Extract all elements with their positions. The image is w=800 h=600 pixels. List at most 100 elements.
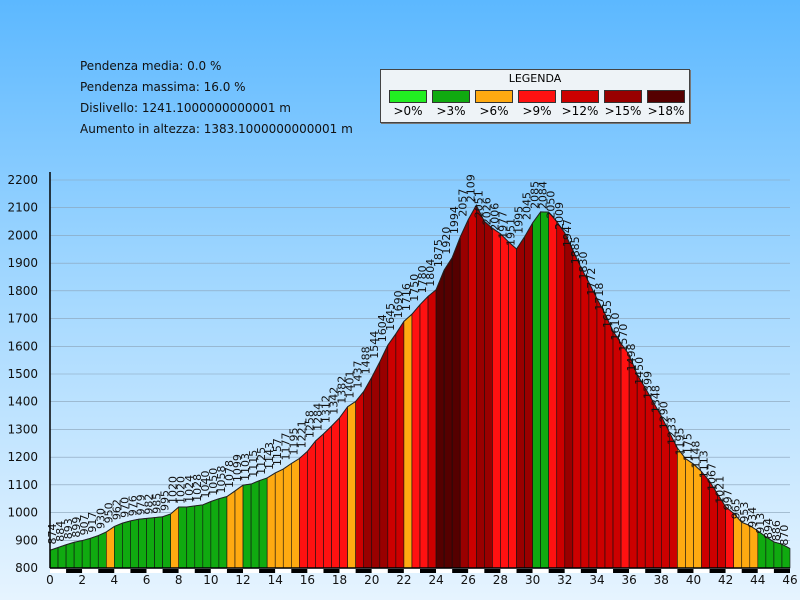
elevation-label-41: 1604: [376, 314, 389, 342]
profile-bar-24: [242, 483, 252, 569]
elevation-label-59: 2045: [521, 192, 534, 220]
elevation-label-16: 1020: [175, 476, 188, 504]
km-strip-34: [596, 569, 614, 573]
profile-bar-8: [114, 522, 123, 569]
legend-swatch-6: [647, 90, 685, 103]
elevation-label-72: 1498: [625, 344, 638, 372]
legend-label-1: >3%: [436, 104, 466, 118]
profile-bar-22: [226, 490, 236, 569]
km-strip-38: [661, 569, 678, 573]
y-tick-label-0: 800: [15, 561, 38, 575]
elevation-diff-text: Dislivello: 1241.1000000000001 m: [80, 101, 291, 115]
profile-bar-62: [548, 211, 558, 569]
profile-bar-67: [588, 282, 598, 569]
legend-item-2: >6%: [475, 90, 513, 118]
y-tick-label-11: 1900: [7, 256, 38, 270]
legend-swatch-4: [561, 90, 599, 103]
y-tick-label-4: 1200: [7, 450, 38, 464]
elevation-label-87: 934: [746, 507, 759, 528]
x-tick-label-22: 44: [750, 573, 765, 587]
legend-item-0: >0%: [389, 90, 427, 118]
y-tick-label-7: 1500: [7, 367, 38, 381]
profile-bar-27: [266, 472, 276, 569]
profile-bar-15: [170, 506, 179, 569]
km-strip-3: [98, 569, 115, 573]
elevation-label-60: 2085: [529, 181, 542, 209]
elevation-label-90: 886: [770, 520, 783, 541]
elevation-label-43: 1690: [392, 290, 405, 318]
elevation-label-40: 1544: [368, 331, 381, 359]
elevation-label-50: 1994: [448, 206, 461, 234]
x-tick-label-6: 12: [235, 573, 250, 587]
km-strip-20: [371, 569, 388, 573]
x-tick-label-16: 32: [557, 573, 572, 587]
elevation-label-7: 950: [102, 502, 115, 523]
elevation-label-23: 1099: [231, 454, 244, 482]
profile-bar-11: [138, 518, 147, 569]
profile-bar-68: [596, 298, 606, 569]
legend-label-3: >9%: [522, 104, 552, 118]
x-tick-label-23: 46: [782, 573, 797, 587]
profile-bar-33: [315, 433, 324, 569]
km-strip-9: [194, 569, 211, 573]
elevation-label-79: 1175: [681, 433, 694, 461]
km-strip-12: [243, 569, 260, 573]
km-strip-32: [564, 569, 581, 573]
x-tick-label-10: 20: [364, 573, 379, 587]
legend-item-4: >12%: [561, 90, 599, 118]
profile-bar-65: [572, 249, 582, 569]
x-tick-label-2: 4: [111, 573, 119, 587]
profile-bar-23: [234, 484, 244, 569]
profile-bar-16: [178, 506, 188, 569]
max-slope-text: Pendenza massima: 16.0 %: [80, 80, 246, 94]
profile-segments: [49, 204, 791, 569]
km-strip-39: [677, 569, 694, 573]
elevation-label-3: 899: [70, 517, 83, 538]
km-strip-28: [500, 569, 517, 573]
profile-bar-63: [556, 220, 566, 569]
profile-bar-31: [299, 450, 308, 569]
km-strip-40: [693, 569, 710, 573]
elevation-label-27: 1143: [263, 442, 276, 470]
elevation-label-9: 970: [118, 497, 131, 518]
profile-bar-71: [620, 342, 630, 569]
elevation-label-33: 1284: [311, 403, 324, 431]
profile-bar-72: [628, 354, 638, 569]
profile-bar-78: [677, 447, 686, 569]
elevation-label-81: 1113: [698, 450, 711, 478]
elevation-label-10: 976: [126, 495, 139, 516]
km-strip-7: [162, 569, 179, 573]
legend-label-2: >6%: [479, 104, 509, 118]
km-strip-25: [452, 569, 469, 573]
x-tick-label-20: 40: [686, 573, 701, 587]
profile-bar-37: [347, 400, 356, 569]
profile-bar-13: [154, 516, 163, 569]
elevation-label-19: 1040: [199, 470, 212, 498]
km-strip-26: [468, 569, 485, 573]
elevation-label-44: 1716: [400, 283, 413, 311]
profile-bar-30: [291, 457, 300, 569]
elevation-label-52: 2109: [464, 174, 477, 202]
elevation-label-25: 1115: [247, 450, 260, 478]
elevation-label-48: 1875: [432, 239, 445, 267]
km-strip-16: [307, 569, 324, 573]
profile-bar-79: [685, 457, 694, 569]
y-tick-label-6: 1400: [7, 395, 38, 409]
x-tick-label-17: 34: [589, 573, 604, 587]
km-strip-17: [323, 569, 340, 573]
elevation-label-29: 1177: [279, 433, 292, 461]
profile-bar-6: [97, 531, 107, 569]
profile-bar-41: [379, 345, 389, 569]
legend-item-6: >18%: [647, 90, 685, 118]
elevation-label-49: 1920: [440, 227, 453, 255]
km-strip-5: [130, 569, 147, 573]
elevation-label-53: 2051: [472, 190, 485, 218]
profile-bar-36: [339, 405, 348, 569]
legend-swatch-5: [604, 90, 642, 103]
elevation-label-54: 2026: [480, 197, 493, 225]
elevation-label-77: 1233: [665, 417, 678, 445]
legend-item-5: >15%: [604, 90, 642, 118]
profile-bar-43: [395, 320, 405, 569]
profile-bar-47: [427, 289, 437, 569]
